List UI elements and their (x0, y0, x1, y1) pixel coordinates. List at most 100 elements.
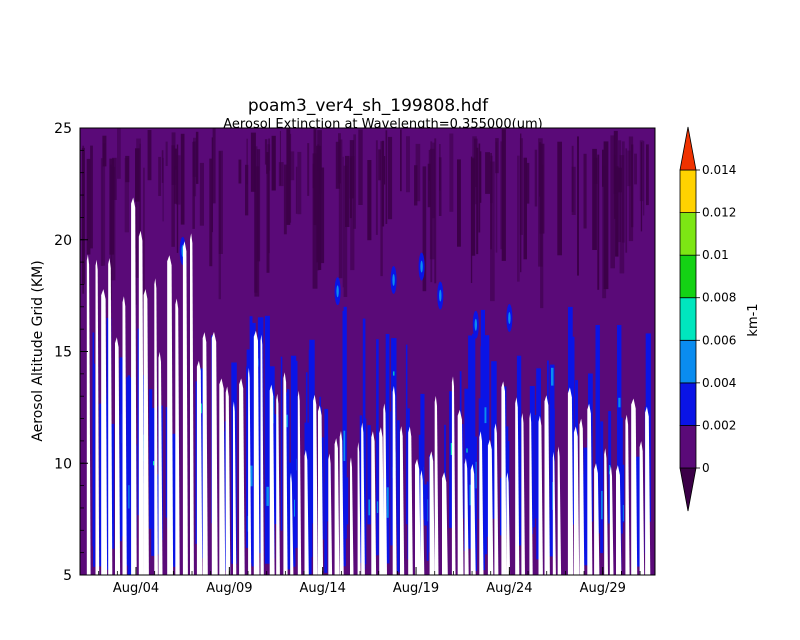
missing-data-gap (357, 442, 361, 575)
dark-streak (613, 130, 618, 194)
missing-data-gap (625, 414, 630, 575)
blue-streak (385, 334, 390, 564)
missing-data-gap (108, 258, 113, 575)
blue-streak (480, 309, 485, 571)
missing-data-gap (429, 451, 435, 575)
dark-streak (387, 136, 393, 220)
dark-streak (295, 166, 298, 214)
dark-streak (434, 138, 437, 284)
dark-streak (209, 158, 213, 267)
dark-streak (342, 156, 344, 288)
missing-data-gap (328, 453, 333, 575)
colorbar-label: 0.008 (702, 291, 736, 305)
colorbar-segment (679, 254, 697, 299)
dark-streak (415, 143, 421, 202)
x-tick-label: Aug/09 (206, 581, 252, 596)
light-blue-streak (376, 501, 379, 513)
light-blue-streak (475, 461, 477, 489)
blue-streak (324, 482, 328, 573)
dark-streak (279, 131, 281, 186)
dark-streak (102, 143, 106, 266)
dark-streak (218, 151, 221, 300)
dark-streak (646, 144, 649, 206)
missing-data-gap (269, 384, 275, 575)
dark-streak (383, 156, 386, 185)
x-tick-label: Aug/04 (113, 581, 159, 596)
dark-streak (449, 133, 454, 212)
dark-streak (375, 140, 378, 235)
dark-streak (457, 159, 461, 247)
missing-data-gap (86, 254, 91, 575)
colorbar-label: 0 (702, 461, 710, 475)
missing-data-gap (260, 334, 264, 575)
dark-streak (250, 132, 256, 192)
missing-data-gap (639, 441, 645, 575)
dark-streak (289, 151, 295, 181)
light-blue-streak (128, 485, 130, 509)
blue-streak (308, 349, 312, 575)
blue-streak (600, 421, 604, 554)
dark-streak (500, 141, 504, 250)
light-blue-streak (601, 490, 603, 520)
dark-streak (109, 164, 112, 301)
missing-data-gap (339, 430, 344, 575)
dark-streak (343, 165, 348, 297)
dark-streak (86, 158, 91, 255)
dark-streak (238, 159, 242, 184)
missing-data-gap (101, 289, 108, 575)
blue-streak (367, 425, 371, 525)
dark-streak (438, 157, 442, 216)
colorbar-segment (679, 424, 697, 469)
blue-streak (99, 403, 102, 567)
dark-streak (593, 157, 598, 184)
dark-streak (192, 141, 198, 177)
colorbar-segment (679, 339, 697, 384)
dark-streak (174, 166, 178, 204)
blue-streak (535, 415, 537, 519)
dark-streak (634, 153, 637, 185)
dark-streak (117, 128, 121, 179)
dark-streak (526, 162, 530, 204)
colorbar-segment (679, 382, 697, 426)
dark-streak (479, 151, 482, 203)
missing-data-gap (95, 259, 100, 575)
blue-streak (309, 339, 315, 524)
chart-title: poam3_ver4_sh_199808.hdf (248, 96, 489, 116)
light-blue-streak (469, 484, 472, 506)
blue-streak (362, 418, 367, 565)
light-blue-streak (285, 414, 288, 428)
missing-data-gap (544, 395, 550, 575)
colorbar-segment (679, 297, 697, 341)
missing-data-gap (415, 459, 421, 575)
dark-streak (82, 145, 85, 294)
missing-data-gap (182, 241, 188, 575)
light-blue-patch (336, 285, 339, 298)
blue-streak (516, 355, 522, 546)
missing-data-gap (233, 401, 237, 575)
dark-streak (136, 138, 141, 278)
missing-data-gap (202, 332, 208, 575)
dark-streak (286, 128, 291, 225)
light-blue-patch (508, 312, 511, 324)
blue-streak (617, 325, 622, 573)
missing-data-gap (392, 385, 397, 575)
dark-streak (171, 145, 175, 247)
dark-streak (264, 139, 268, 165)
missing-data-gap (470, 464, 476, 575)
missing-data-gap (211, 331, 218, 575)
missing-data-gap (464, 458, 469, 575)
colorbar-segment (679, 212, 697, 256)
light-blue-streak (343, 430, 346, 461)
dark-streak (534, 149, 538, 207)
dark-streak (625, 148, 628, 253)
blue-streak (290, 355, 297, 525)
dark-streak (266, 152, 270, 273)
y-axis-ticks: 5 10 15 20 25 (54, 121, 88, 584)
blue-streak (622, 464, 625, 523)
blue-streak (500, 477, 502, 536)
missing-data-gap (609, 466, 614, 575)
dark-streak (485, 152, 490, 194)
colorbar-unit-label: km-1 (746, 303, 761, 336)
dark-streak (490, 161, 495, 302)
